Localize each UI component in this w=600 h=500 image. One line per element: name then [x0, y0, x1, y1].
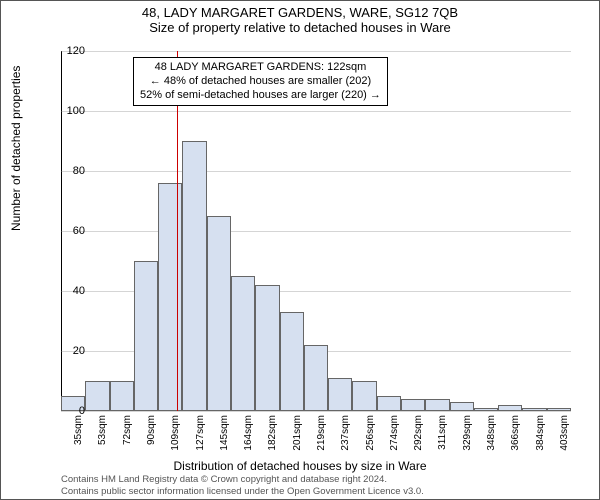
histogram-bar: [158, 183, 182, 411]
x-tick-label: 348sqm: [486, 415, 497, 455]
x-tick-label: 311sqm: [437, 415, 448, 455]
title-address: 48, LADY MARGARET GARDENS, WARE, SG12 7Q…: [1, 5, 599, 20]
x-tick-label: 274sqm: [389, 415, 400, 455]
x-tick-label: 182sqm: [267, 415, 278, 455]
footer-attribution: Contains HM Land Registry data © Crown c…: [61, 474, 424, 497]
x-axis-label: Distribution of detached houses by size …: [1, 459, 599, 473]
chart-container: 48, LADY MARGARET GARDENS, WARE, SG12 7Q…: [0, 0, 600, 500]
x-tick-label: 201sqm: [292, 415, 303, 455]
y-tick-label: 120: [55, 45, 85, 57]
x-tick-label: 164sqm: [243, 415, 254, 455]
histogram-bar: [401, 399, 425, 411]
gridline: [61, 411, 571, 412]
x-tick-label: 127sqm: [195, 415, 206, 455]
histogram-bar: [547, 408, 571, 411]
plot-area: 48 LADY MARGARET GARDENS: 122sqm← 48% of…: [61, 51, 571, 411]
gridline: [61, 51, 571, 52]
x-tick-label: 237sqm: [340, 415, 351, 455]
histogram-bar: [231, 276, 255, 411]
x-tick-label: 53sqm: [97, 415, 108, 455]
y-tick-label: 60: [55, 225, 85, 237]
histogram-bar: [207, 216, 231, 411]
histogram-bar: [474, 408, 498, 411]
title-description: Size of property relative to detached ho…: [1, 20, 599, 35]
histogram-bar: [377, 396, 401, 411]
histogram-bar: [450, 402, 474, 411]
histogram-bar: [352, 381, 376, 411]
footer-line2: Contains public sector information licen…: [61, 486, 424, 497]
histogram-bar: [425, 399, 449, 411]
x-tick-label: 219sqm: [316, 415, 327, 455]
histogram-bar: [280, 312, 304, 411]
histogram-bar: [182, 141, 206, 411]
footer-line1: Contains HM Land Registry data © Crown c…: [61, 474, 424, 485]
x-tick-label: 72sqm: [122, 415, 133, 455]
x-tick-label: 366sqm: [510, 415, 521, 455]
x-tick-label: 109sqm: [170, 415, 181, 455]
y-tick-label: 20: [55, 345, 85, 357]
x-tick-label: 292sqm: [413, 415, 424, 455]
y-axis-label: Number of detached properties: [9, 66, 23, 231]
x-tick-label: 145sqm: [219, 415, 230, 455]
x-tick-label: 403sqm: [559, 415, 570, 455]
x-tick-label: 35sqm: [73, 415, 84, 455]
x-tick-label: 256sqm: [365, 415, 376, 455]
title-block: 48, LADY MARGARET GARDENS, WARE, SG12 7Q…: [1, 1, 599, 35]
annotation-line1: 48 LADY MARGARET GARDENS: 122sqm: [140, 61, 381, 75]
x-tick-label: 90sqm: [146, 415, 157, 455]
histogram-bar: [134, 261, 158, 411]
gridline: [61, 231, 571, 232]
histogram-bar: [85, 381, 109, 411]
y-tick-label: 40: [55, 285, 85, 297]
x-tick-label: 384sqm: [535, 415, 546, 455]
histogram-bar: [498, 405, 522, 411]
histogram-bar: [255, 285, 279, 411]
x-tick-label: 329sqm: [462, 415, 473, 455]
annotation-line3: 52% of semi-detached houses are larger (…: [140, 89, 381, 103]
histogram-bar: [328, 378, 352, 411]
annotation-box: 48 LADY MARGARET GARDENS: 122sqm← 48% of…: [133, 57, 388, 106]
histogram-bar: [110, 381, 134, 411]
histogram-bar: [304, 345, 328, 411]
annotation-line2: ← 48% of detached houses are smaller (20…: [140, 75, 381, 89]
y-tick-label: 80: [55, 165, 85, 177]
gridline: [61, 111, 571, 112]
histogram-bar: [522, 408, 546, 411]
gridline: [61, 171, 571, 172]
y-tick-label: 100: [55, 105, 85, 117]
